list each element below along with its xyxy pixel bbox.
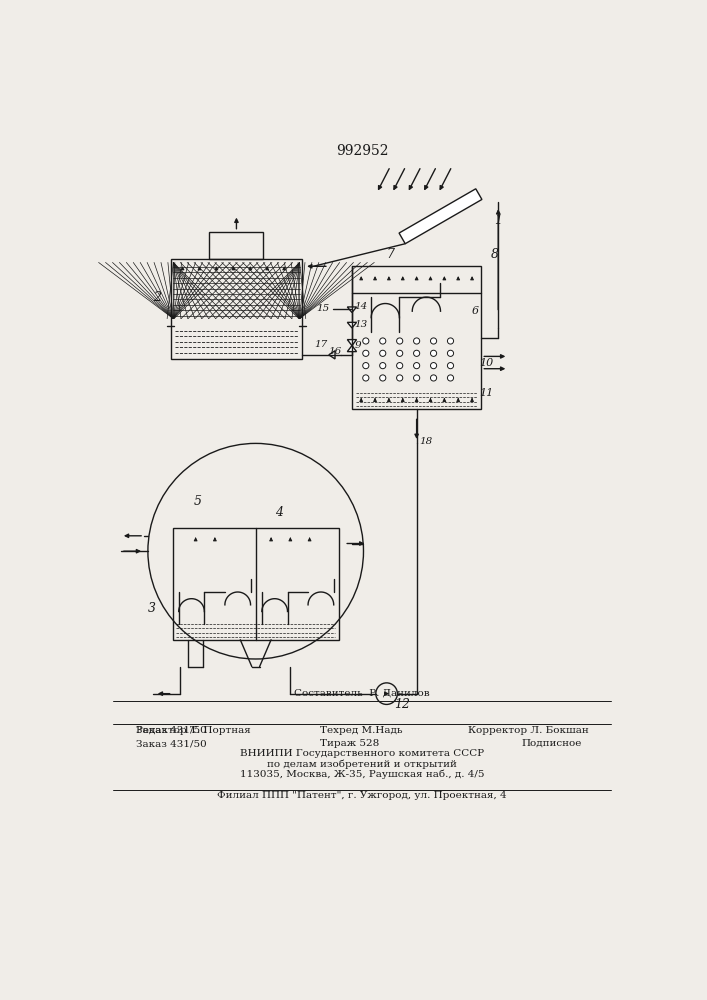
Circle shape bbox=[397, 375, 403, 381]
Text: 18: 18 bbox=[419, 437, 433, 446]
Text: Заказ 431/50: Заказ 431/50 bbox=[136, 739, 207, 748]
Circle shape bbox=[431, 375, 437, 381]
Text: 5: 5 bbox=[194, 495, 202, 508]
Circle shape bbox=[380, 350, 386, 356]
Text: 7: 7 bbox=[387, 248, 395, 261]
Text: по делам изобретений и открытий: по делам изобретений и открытий bbox=[267, 759, 457, 769]
Text: Составитель  Р. Данилов: Составитель Р. Данилов bbox=[294, 688, 430, 697]
Circle shape bbox=[380, 363, 386, 369]
Bar bbox=[352, 266, 481, 409]
Text: 1: 1 bbox=[494, 214, 502, 227]
Text: Тираж 528: Тираж 528 bbox=[320, 739, 379, 748]
Text: 10: 10 bbox=[479, 358, 493, 368]
Circle shape bbox=[448, 350, 454, 356]
Text: 16: 16 bbox=[328, 347, 341, 356]
Text: 14: 14 bbox=[354, 302, 368, 311]
Polygon shape bbox=[347, 346, 356, 352]
Circle shape bbox=[414, 350, 420, 356]
Circle shape bbox=[431, 363, 437, 369]
Circle shape bbox=[414, 363, 420, 369]
Circle shape bbox=[448, 338, 454, 344]
Circle shape bbox=[363, 350, 369, 356]
Circle shape bbox=[397, 338, 403, 344]
Text: 6: 6 bbox=[472, 306, 479, 316]
Circle shape bbox=[431, 338, 437, 344]
Text: 13: 13 bbox=[354, 320, 368, 329]
Circle shape bbox=[380, 375, 386, 381]
Text: Подписное: Подписное bbox=[521, 739, 582, 748]
Circle shape bbox=[397, 363, 403, 369]
Bar bbox=[173, 528, 339, 640]
Polygon shape bbox=[329, 351, 335, 359]
Text: ВНИИПИ Государственного комитета СССР: ВНИИПИ Государственного комитета СССР bbox=[240, 749, 484, 758]
Text: 113035, Москва, Ж-35, Раушская наб., д. 4/5: 113035, Москва, Ж-35, Раушская наб., д. … bbox=[240, 769, 484, 779]
Text: Филиал ППП "Патент", г. Ужгород, ул. Проектная, 4: Филиал ППП "Патент", г. Ужгород, ул. Про… bbox=[217, 791, 507, 800]
Text: 11: 11 bbox=[479, 388, 493, 398]
Bar bbox=[171, 259, 302, 359]
Circle shape bbox=[380, 338, 386, 344]
Text: 12: 12 bbox=[394, 698, 410, 711]
Circle shape bbox=[363, 375, 369, 381]
Circle shape bbox=[363, 363, 369, 369]
Text: 8: 8 bbox=[491, 248, 498, 261]
Text: 2: 2 bbox=[153, 291, 161, 304]
Text: 17: 17 bbox=[315, 340, 328, 349]
Text: 15: 15 bbox=[316, 304, 329, 313]
Circle shape bbox=[448, 363, 454, 369]
Polygon shape bbox=[347, 307, 356, 312]
Polygon shape bbox=[399, 189, 482, 244]
Circle shape bbox=[448, 375, 454, 381]
Text: Корректор Л. Бокшан: Корректор Л. Бокшан bbox=[467, 726, 588, 735]
Text: 9: 9 bbox=[355, 341, 361, 350]
Circle shape bbox=[431, 350, 437, 356]
Polygon shape bbox=[347, 340, 356, 346]
Polygon shape bbox=[347, 322, 356, 328]
Text: 992952: 992952 bbox=[336, 144, 388, 158]
Bar bbox=[209, 232, 264, 259]
Text: Техред М.Надь: Техред М.Надь bbox=[320, 726, 402, 735]
Text: Заказ 431/50: Заказ 431/50 bbox=[136, 726, 207, 735]
Circle shape bbox=[397, 350, 403, 356]
Circle shape bbox=[363, 338, 369, 344]
Circle shape bbox=[414, 338, 420, 344]
Text: Редактор Т. Портная: Редактор Т. Портная bbox=[136, 726, 251, 735]
Text: 3: 3 bbox=[148, 602, 156, 615]
Text: 4: 4 bbox=[275, 506, 283, 519]
Circle shape bbox=[414, 375, 420, 381]
